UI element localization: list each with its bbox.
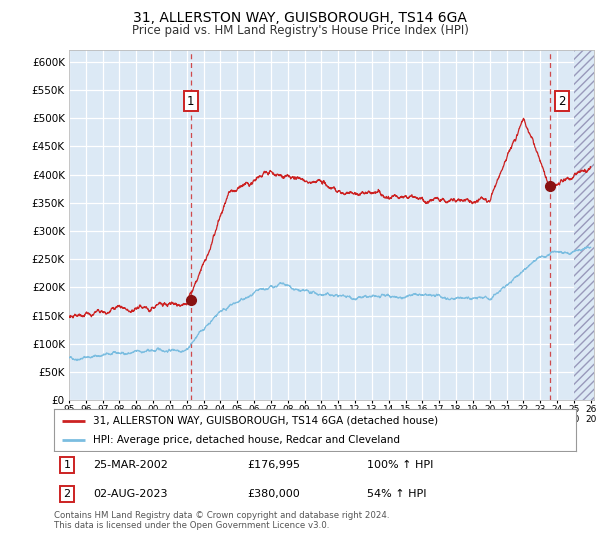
Text: 100% ↑ HPI: 100% ↑ HPI [367,460,434,470]
Text: Price paid vs. HM Land Registry's House Price Index (HPI): Price paid vs. HM Land Registry's House … [131,24,469,36]
Text: £176,995: £176,995 [247,460,300,470]
Text: 54% ↑ HPI: 54% ↑ HPI [367,489,427,498]
Text: £380,000: £380,000 [247,489,300,498]
Text: 31, ALLERSTON WAY, GUISBOROUGH, TS14 6GA: 31, ALLERSTON WAY, GUISBOROUGH, TS14 6GA [133,11,467,25]
Text: 31, ALLERSTON WAY, GUISBOROUGH, TS14 6GA (detached house): 31, ALLERSTON WAY, GUISBOROUGH, TS14 6GA… [93,416,438,426]
Text: 1: 1 [64,460,71,470]
Text: 1: 1 [187,95,194,108]
Text: 2: 2 [64,489,71,498]
Text: HPI: Average price, detached house, Redcar and Cleveland: HPI: Average price, detached house, Redc… [93,435,400,445]
Text: Contains HM Land Registry data © Crown copyright and database right 2024.
This d: Contains HM Land Registry data © Crown c… [54,511,389,530]
Text: 2: 2 [558,95,565,108]
Text: 25-MAR-2002: 25-MAR-2002 [93,460,168,470]
Text: 02-AUG-2023: 02-AUG-2023 [93,489,167,498]
Bar [574,50,594,400]
